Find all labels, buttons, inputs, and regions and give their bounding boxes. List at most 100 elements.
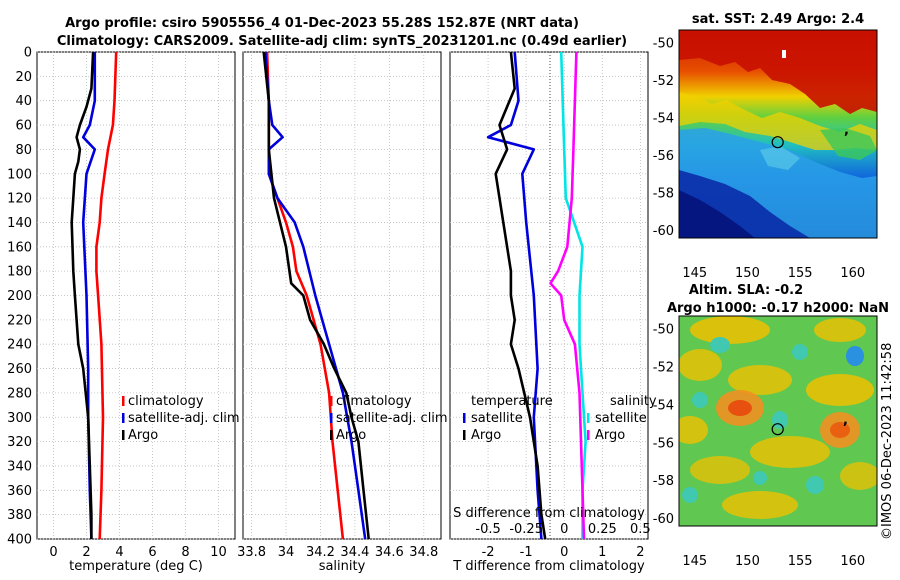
x-tick-label: 8 <box>181 545 189 560</box>
x-tick-label: 4 <box>115 545 123 560</box>
sst-map-panel: sat. SST: 2.49 Argo: 2.4 , 145 150 155 160 -… <box>653 12 878 281</box>
sst-map-title: sat. SST: 2.49 Argo: 2.4 <box>692 12 864 27</box>
legend-s-satellite-label: satellite <box>595 411 647 426</box>
legend-temperature-heading: temperature <box>471 394 553 409</box>
depth-tick-label: 280 <box>7 386 32 401</box>
depth-tick-label: 20 <box>15 70 32 85</box>
temperature-diff-legend: temperature satellite Argo <box>463 394 553 443</box>
depth-tick-label: 360 <box>7 484 32 499</box>
legend-t-argo-swatch <box>463 430 466 440</box>
depth-tick-label: 160 <box>7 240 32 255</box>
map-lat-tick-label: -50 <box>653 323 674 338</box>
map-lat-tick-label: -60 <box>653 512 674 527</box>
x-tick-label: 34.6 <box>375 545 404 560</box>
temperature-legend: climatology satellite-adj. clim Argo <box>122 394 240 443</box>
legend-t-satellite-label: satellite <box>471 411 523 426</box>
series-satellite-adj-clim <box>264 51 367 540</box>
depth-tick-label: 240 <box>7 338 32 353</box>
series-argo <box>262 51 370 540</box>
difference-xlabel: T difference from climatology <box>452 559 645 574</box>
salinity-grid <box>243 51 441 540</box>
map-lon-tick-label: 160 <box>840 554 865 569</box>
sst-land-mark <box>782 50 786 58</box>
map-lat-tick-label: -60 <box>653 224 674 239</box>
series-climatology <box>95 51 118 540</box>
sst-coast-mark: , <box>844 123 849 138</box>
x-tick-label: -2 <box>482 545 495 560</box>
sla-map-panel: Altim. SLA: -0.2 Argo h1000: -0.17 h2000… <box>653 283 889 569</box>
legend-argo-swatch <box>122 430 125 440</box>
depth-tick-label: 60 <box>15 119 32 134</box>
sla-map-ticks: 145 150 155 160 -50 -52 -54 -56 -58 -60 <box>653 323 865 569</box>
s-diff-tick-label: 0.25 <box>588 522 617 537</box>
depth-tick-label: 120 <box>7 192 32 207</box>
depth-tick-label: 140 <box>7 216 32 231</box>
depth-tick-label: 40 <box>15 94 32 109</box>
x-tick-label: 34.2 <box>306 545 335 560</box>
difference-tick-labels: -2 -1 0 1 2 <box>482 545 645 560</box>
x-tick-label: 34 <box>278 545 295 560</box>
legend-satellite-label: satellite-adj. clim <box>336 411 448 426</box>
map-lat-tick-label: -52 <box>653 361 674 376</box>
depth-tick-label: 200 <box>7 289 32 304</box>
sla-map-frame <box>678 315 878 527</box>
x-tick-label: 34.8 <box>409 545 438 560</box>
legend-argo-label: Argo <box>336 428 366 443</box>
sst-argo-float-marker <box>771 136 784 149</box>
salinity-diff-tick-labels: -0.5 -0.25 0 0.25 0.5 <box>475 522 650 537</box>
map-lat-tick-label: -56 <box>653 436 674 451</box>
figure-title-line2: Climatology: CARS2009. Satellite-adj cli… <box>57 34 627 49</box>
salinity-diff-legend: salinity satellite Argo <box>587 394 657 443</box>
x-tick-label: -1 <box>520 545 533 560</box>
temperature-panel: 0204060801001201401601802002202402602803… <box>7 46 239 575</box>
sla-coast-mark: , <box>843 413 848 428</box>
series-argo <box>70 51 95 539</box>
sst-map-frame <box>678 29 878 239</box>
map-lon-tick-label: 150 <box>735 266 760 281</box>
x-tick-label: 6 <box>148 545 156 560</box>
x-tick-label: 1 <box>598 545 606 560</box>
difference-top-xlabel: S difference from climatology <box>453 506 645 521</box>
x-tick-label: 34.4 <box>340 545 369 560</box>
difference-lines <box>486 51 587 540</box>
sla-map-title-line1: Altim. SLA: -0.2 <box>689 283 803 298</box>
temperature-tick-labels: 0 2 4 6 8 10 <box>49 545 226 560</box>
legend-satellite-swatch <box>122 413 125 423</box>
s-diff-tick-label: -0.5 <box>475 522 500 537</box>
legend-argo-label: Argo <box>128 428 158 443</box>
map-lat-tick-label: -54 <box>653 112 674 127</box>
map-lon-tick-label: 155 <box>788 266 813 281</box>
sst-map-ticks: 145 150 155 160 -50 -52 -54 -56 -58 -60 <box>653 37 865 281</box>
x-tick-label: 2 <box>82 545 90 560</box>
map-lon-tick-label: 155 <box>788 554 813 569</box>
x-tick-label: 0 <box>560 545 568 560</box>
x-tick-label: 2 <box>636 545 644 560</box>
sla-map-title-line2: Argo h1000: -0.17 h2000: NaN <box>667 301 889 316</box>
depth-tick-label: 260 <box>7 362 32 377</box>
temperature-lines <box>70 51 118 540</box>
figure-title-line1: Argo profile: csiro 5905556_4 01-Dec-202… <box>65 16 579 31</box>
legend-climatology-swatch <box>330 396 333 406</box>
map-lat-tick-label: -58 <box>653 474 674 489</box>
s-diff-tick-label: 0.5 <box>630 522 651 537</box>
map-lon-tick-label: 160 <box>840 266 865 281</box>
salinity-panel: 33.8 34 34.2 34.4 34.6 34.8 salinity climatol… <box>237 51 448 574</box>
salinity-tick-labels: 33.8 34 34.2 34.4 34.6 34.8 <box>237 545 438 560</box>
legend-t-argo-label: Argo <box>471 428 501 443</box>
legend-argo-swatch <box>330 430 333 440</box>
depth-tick-label: 320 <box>7 435 32 450</box>
depth-tick-label: 0 <box>24 46 32 61</box>
legend-satellite-swatch <box>330 413 333 423</box>
depth-tick-labels: 0 20 40 60 80 100 120 140 160 180 200 220 240 260 280 3… <box>7 46 32 548</box>
depth-tick-label: 380 <box>7 508 32 523</box>
legend-s-satellite-swatch <box>587 413 590 423</box>
salinity-xlabel: salinity <box>319 559 366 574</box>
legend-climatology-label: climatology <box>128 394 204 409</box>
map-lat-tick-label: -50 <box>653 37 674 52</box>
series-salinity-satellite <box>559 51 587 539</box>
s-diff-tick-label: 0 <box>560 522 568 537</box>
sla-argo-float-marker <box>771 423 784 436</box>
legend-salinity-heading: salinity <box>610 394 657 409</box>
imos-watermark: ©IMOS 06-Dec-2023 11:42:58 <box>880 343 895 540</box>
